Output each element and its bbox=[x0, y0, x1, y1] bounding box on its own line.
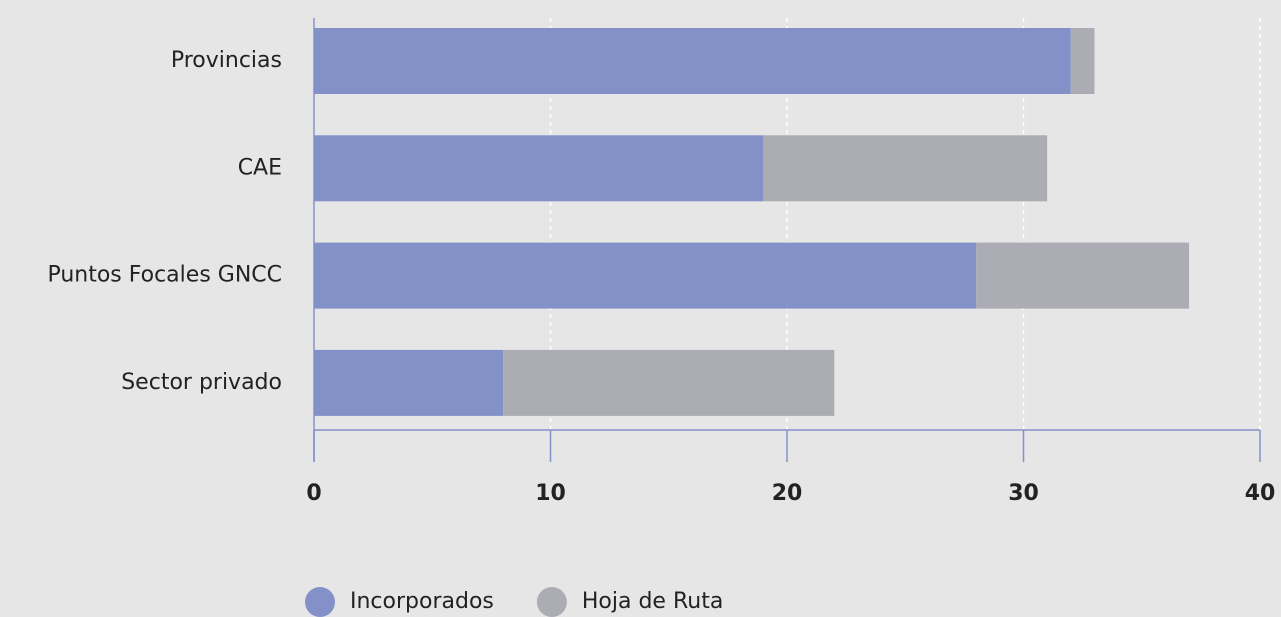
legend-label: Hoja de Ruta bbox=[582, 589, 723, 614]
bar-segment bbox=[314, 242, 977, 309]
x-tick-label: 0 bbox=[306, 481, 321, 506]
legend-swatch bbox=[305, 587, 335, 617]
bar-segment bbox=[314, 28, 1071, 94]
legend-label: Incorporados bbox=[350, 589, 494, 614]
bar-segment bbox=[976, 242, 1190, 309]
y-tick-label: Puntos Focales GNCC bbox=[47, 263, 282, 288]
y-tick-label: Provincias bbox=[171, 48, 282, 73]
x-tick-label: 20 bbox=[772, 481, 803, 506]
bar-segment bbox=[314, 349, 504, 416]
bar-segment bbox=[763, 135, 1048, 202]
y-tick-label: Sector privado bbox=[121, 370, 282, 395]
x-tick-label: 40 bbox=[1245, 481, 1276, 506]
bar-segment bbox=[503, 349, 835, 416]
legend-swatch bbox=[536, 587, 567, 617]
y-tick-label: CAE bbox=[238, 155, 282, 180]
bar-segment bbox=[1070, 28, 1095, 94]
x-tick-label: 10 bbox=[535, 481, 566, 506]
x-tick-label: 30 bbox=[1008, 481, 1039, 506]
bar-segment bbox=[314, 135, 764, 202]
